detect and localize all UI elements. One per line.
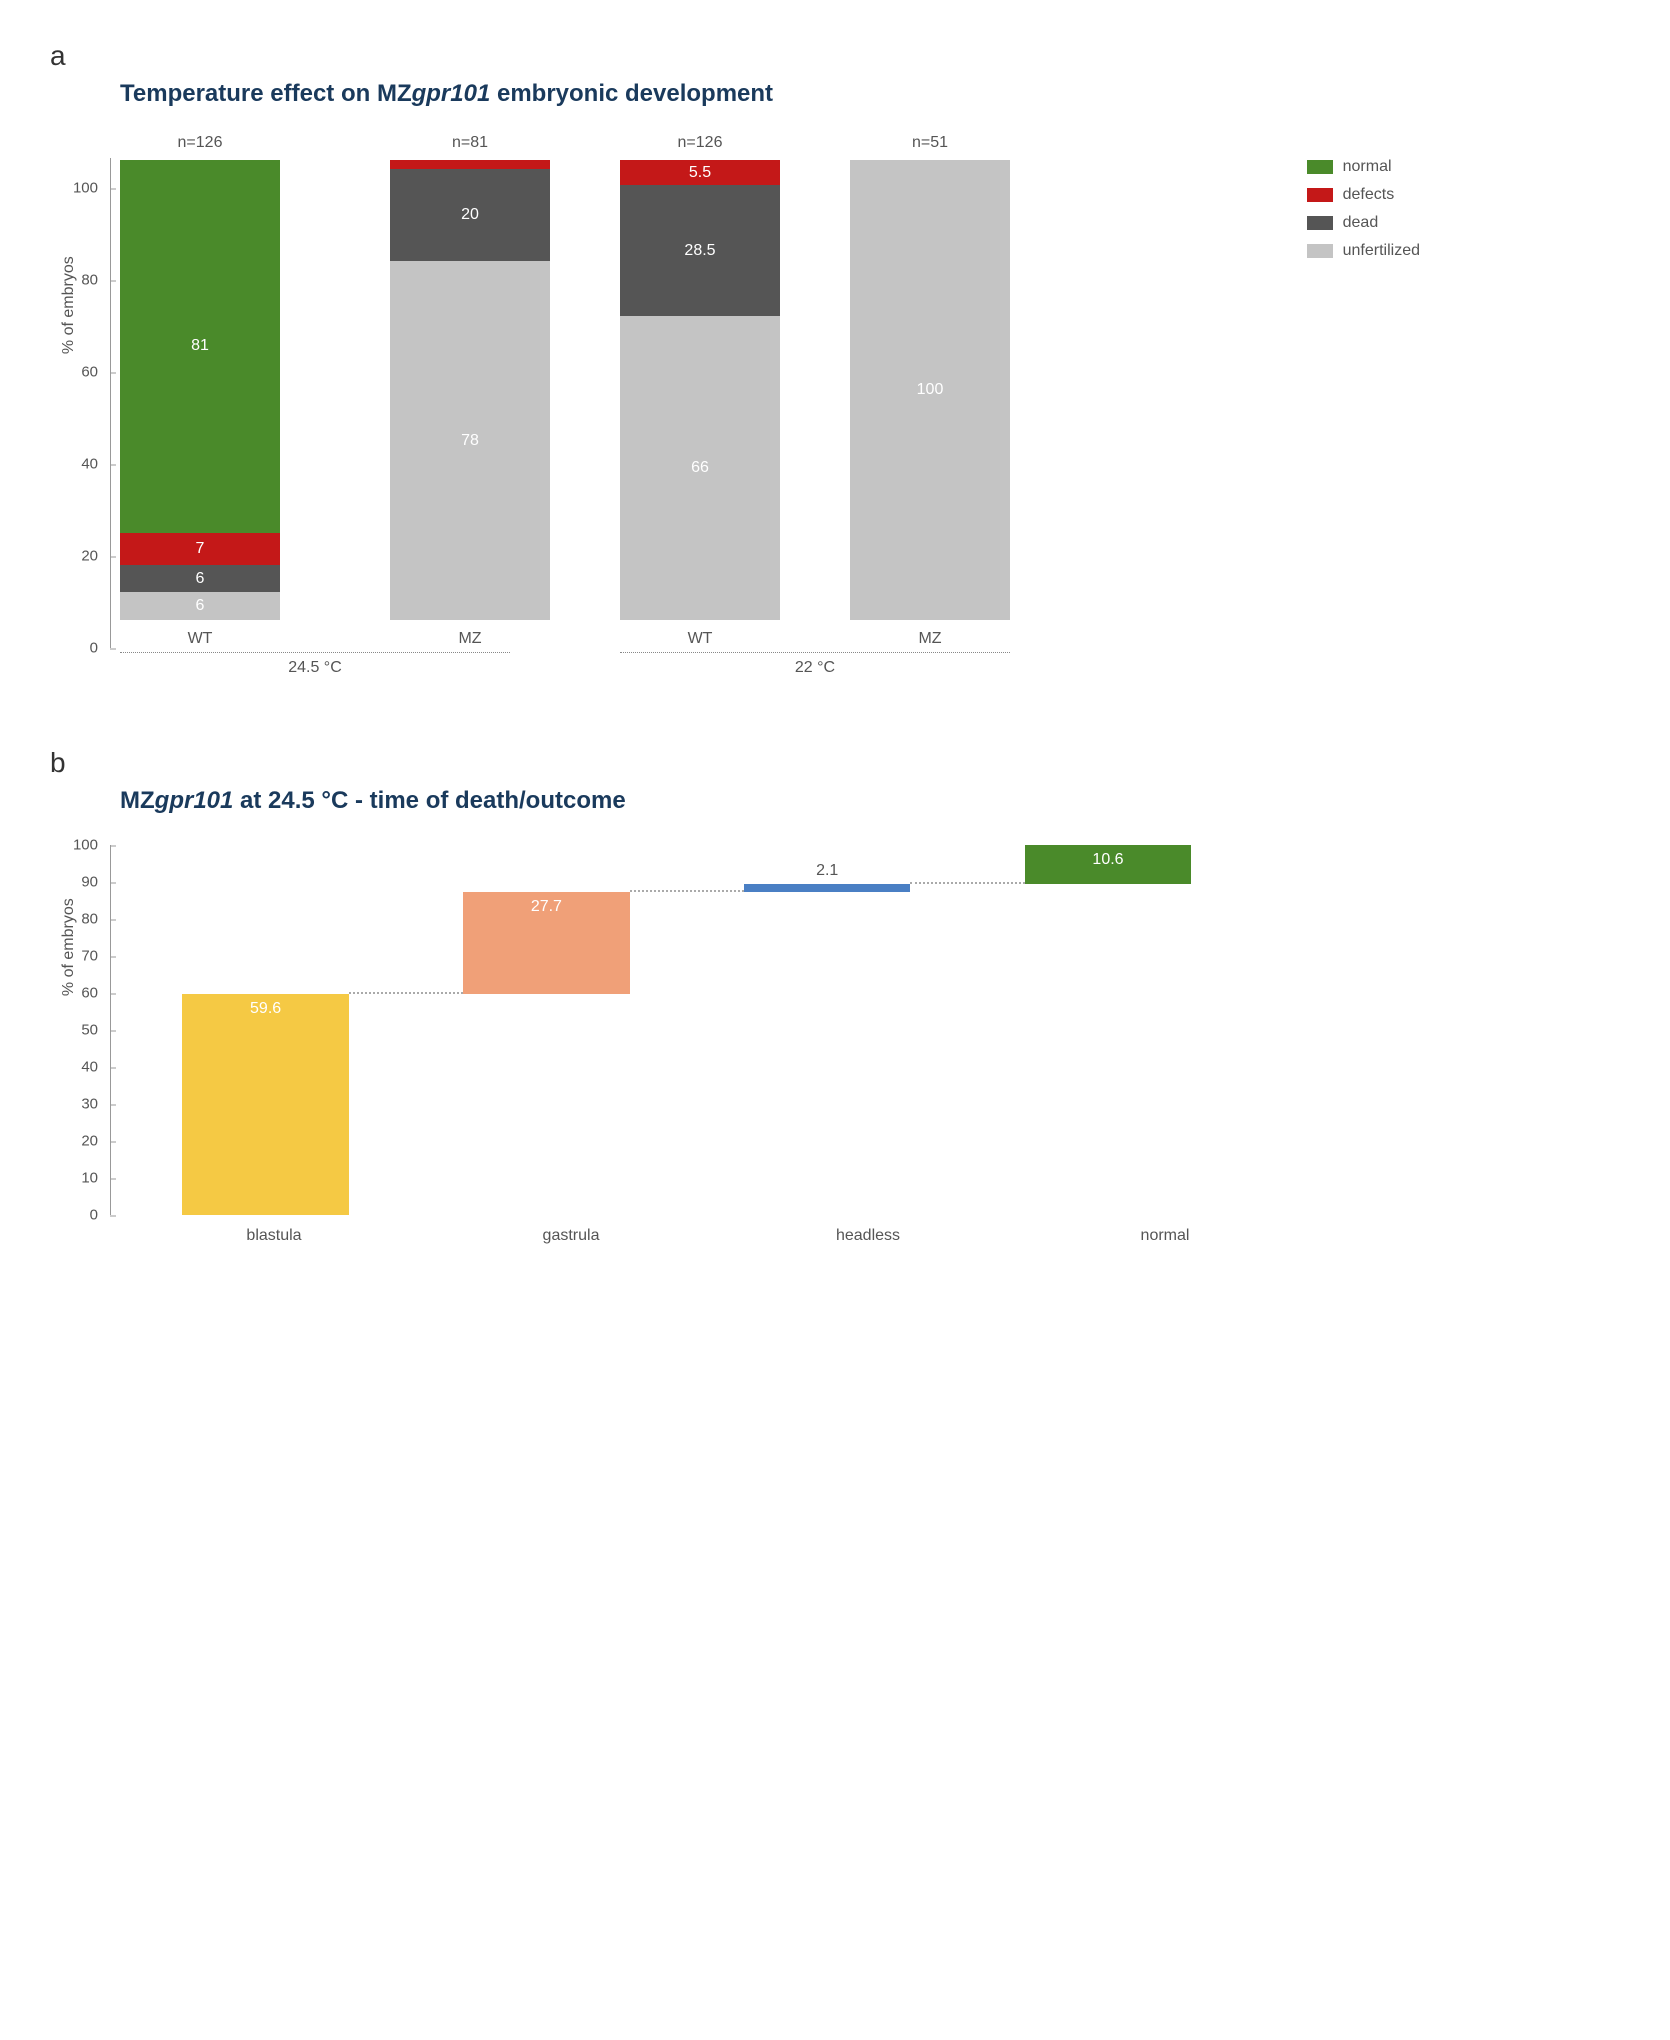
legend-label: normal <box>1343 158 1392 176</box>
bar-slot: n=81 7820 MZ <box>390 134 550 648</box>
panel-b: b MZgpr101 at 24.5 °C - time of death/ou… <box>50 747 1620 1255</box>
waterfall-bar-gastrula: 27.7 <box>463 892 629 994</box>
panel-a-legend: normal defects dead unfertilized <box>1307 158 1420 270</box>
y-tick: 60 <box>81 364 110 381</box>
bar-segment-defects: 5.5 <box>620 160 780 185</box>
bar-segment-unfertilized: 66 <box>620 316 780 620</box>
bar-segment-normal: 81 <box>120 160 280 533</box>
y-tick: 0 <box>90 1207 110 1224</box>
legend-label: dead <box>1343 214 1379 232</box>
title-text: embryonic development <box>490 80 773 107</box>
panel-a-ylabel: % of embryos <box>60 256 78 354</box>
group-label: 22 °C <box>620 659 1010 677</box>
x-category-label: WT <box>688 630 713 648</box>
y-tick: 40 <box>81 456 110 473</box>
panel-a-title: Temperature effect on MZgpr101 embryonic… <box>120 80 1620 108</box>
waterfall-connector <box>630 890 744 892</box>
panel-a: a Temperature effect on MZgpr101 embryon… <box>50 40 1620 677</box>
bar-slot: n=51 100 MZ <box>850 134 1010 648</box>
y-tick: 100 <box>73 837 110 854</box>
n-label: n=126 <box>678 134 723 154</box>
n-label: n=51 <box>912 134 948 154</box>
title-text: MZ <box>120 787 155 814</box>
y-tick: 20 <box>81 1133 110 1150</box>
bar-segment-dead: 28.5 <box>620 185 780 316</box>
x-category-label: MZ <box>458 630 481 648</box>
waterfall-connector <box>910 882 1024 884</box>
legend-swatch <box>1307 216 1333 230</box>
bar-segment-defects <box>390 160 550 169</box>
stacked-bar: 7820 <box>390 160 550 620</box>
y-tick: 100 <box>73 180 110 197</box>
panel-a-chart: 020406080100 n=12666781WTn=817820MZn=126… <box>120 128 1220 648</box>
panel-a-groups: 24.5 °C 22 °C <box>120 648 1220 677</box>
legend-item-normal: normal <box>1307 158 1420 176</box>
panel-b-title: MZgpr101 at 24.5 °C - time of death/outc… <box>120 787 1620 815</box>
group-label: 24.5 °C <box>120 659 510 677</box>
y-tick: 30 <box>81 1096 110 1113</box>
waterfall-connector <box>349 992 463 994</box>
waterfall-bar-headless: 2.1 <box>744 884 910 892</box>
panel-b-chart: 0102030405060708090100 59.627.72.110.6 b… <box>120 835 1220 1255</box>
bar-slot: n=12666781WT <box>120 134 280 648</box>
bar-segment-dead: 20 <box>390 169 550 261</box>
stacked-bar: 66781 <box>120 160 280 620</box>
y-tick: 50 <box>81 1022 110 1039</box>
n-label: n=126 <box>178 134 223 154</box>
group: 24.5 °C <box>120 648 510 677</box>
group-line <box>620 652 1010 653</box>
legend-item-defects: defects <box>1307 186 1420 204</box>
y-axis: 0102030405060708090100 <box>110 845 111 1215</box>
panel-a-label: a <box>50 40 1620 72</box>
y-tick: 80 <box>81 272 110 289</box>
legend-swatch <box>1307 188 1333 202</box>
y-tick: 60 <box>81 985 110 1002</box>
legend-swatch <box>1307 160 1333 174</box>
x-category-label: normal <box>1141 1227 1190 1245</box>
group: 22 °C <box>620 648 1010 677</box>
legend-swatch <box>1307 244 1333 258</box>
title-text: at 24.5 °C - time of death/outcome <box>233 787 625 814</box>
x-category-label: MZ <box>918 630 941 648</box>
title-text: Temperature effect on MZ <box>120 80 412 107</box>
panel-b-ylabel: % of embryos <box>60 898 78 996</box>
bar-segment-unfertilized: 6 <box>120 592 280 620</box>
bar-segment-dead: 6 <box>120 565 280 593</box>
y-tick: 0 <box>90 640 110 657</box>
y-tick: 10 <box>81 1170 110 1187</box>
title-italic: gpr101 <box>412 80 491 107</box>
y-tick: 70 <box>81 948 110 965</box>
y-tick: 80 <box>81 911 110 928</box>
panel-b-label: b <box>50 747 1620 779</box>
stacked-bar: 100 <box>850 160 1010 620</box>
x-category-label: gastrula <box>543 1227 600 1245</box>
y-tick: 90 <box>81 874 110 891</box>
legend-label: unfertilized <box>1343 242 1420 260</box>
legend-item-dead: dead <box>1307 214 1420 232</box>
waterfall-bar-blastula: 59.6 <box>182 994 348 1215</box>
bar-segment-defects: 7 <box>120 533 280 565</box>
stacked-bar: 6628.55.5 <box>620 160 780 620</box>
y-tick: 20 <box>81 548 110 565</box>
x-category-label: WT <box>188 630 213 648</box>
y-tick: 40 <box>81 1059 110 1076</box>
legend-item-unfertilized: unfertilized <box>1307 242 1420 260</box>
y-axis: 020406080100 <box>110 158 111 648</box>
bar-segment-unfertilized: 100 <box>850 160 1010 620</box>
bar-slot: n=126 6628.55.5 WT <box>620 134 780 648</box>
group-line <box>120 652 510 653</box>
bar-segment-unfertilized: 78 <box>390 261 550 620</box>
title-italic: gpr101 <box>155 787 234 814</box>
waterfall-plot: 59.627.72.110.6 <box>120 845 1160 1215</box>
bar-value-label: 2.1 <box>744 862 910 880</box>
n-label: n=81 <box>452 134 488 154</box>
legend-label: defects <box>1343 186 1395 204</box>
waterfall-bar-normal: 10.6 <box>1025 845 1191 884</box>
x-category-label: headless <box>836 1227 900 1245</box>
x-category-label: blastula <box>246 1227 301 1245</box>
